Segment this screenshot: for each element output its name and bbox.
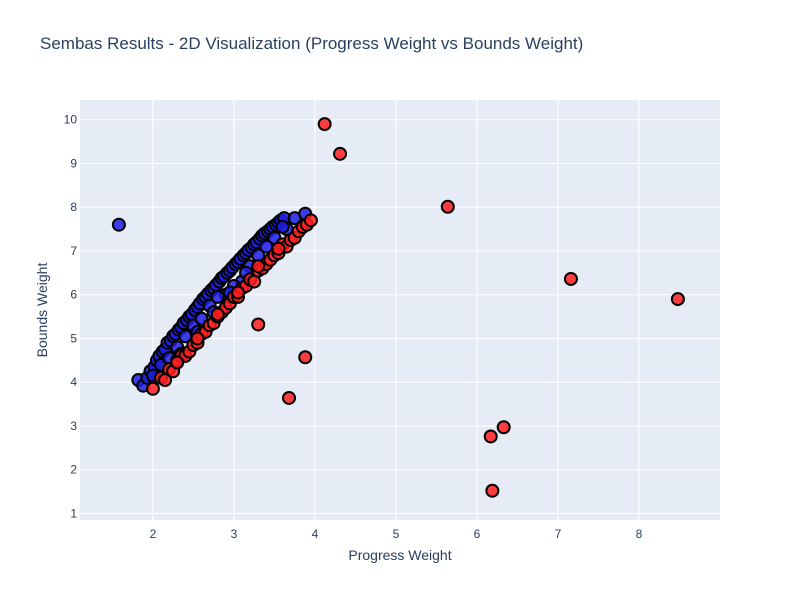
data-point [317,117,332,132]
x-tick-label: 8 [636,527,643,541]
x-axis-label: Progress Weight [348,547,452,563]
y-tick-label: 10 [64,113,78,127]
data-point [111,217,126,232]
y-tick-label: 4 [70,375,77,389]
data-point [210,307,225,322]
x-tick-label: 3 [231,527,238,541]
x-tick-label: 2 [150,527,157,541]
y-tick-label: 2 [70,463,77,477]
data-point [485,483,500,498]
data-point [145,381,160,396]
data-point [230,285,245,300]
data-point [210,289,225,304]
y-tick-label: 9 [70,156,77,170]
x-tick-label: 5 [393,527,400,541]
y-tick-label: 8 [70,200,77,214]
data-point [275,219,290,234]
data-point [282,390,297,405]
data-points [111,117,685,498]
data-point [298,350,313,365]
x-tick-label: 4 [312,527,319,541]
grid-lines [80,100,720,520]
x-tick-label: 6 [474,527,481,541]
data-point [190,331,205,346]
y-tick-label: 1 [70,506,77,520]
data-point [251,317,266,332]
data-point [440,199,455,214]
y-tick-label: 6 [70,288,77,302]
data-point [271,241,286,256]
data-point [563,271,578,286]
data-point [670,292,685,307]
data-point [333,146,348,161]
y-tick-label: 3 [70,419,77,433]
data-point [483,429,498,444]
data-point [303,213,318,228]
y-tick-label: 5 [70,331,77,345]
y-axis-label: Bounds Weight [34,262,50,358]
chart-title: Sembas Results - 2D Visualization (Progr… [40,34,584,53]
data-point [496,420,511,435]
data-point [170,355,185,370]
data-point [251,259,266,274]
tick-labels: 2 3 4 5 6 7 8 1 2 3 4 5 6 7 8 9 10 [64,113,643,541]
y-tick-label: 7 [70,244,77,258]
x-tick-label: 7 [555,527,562,541]
